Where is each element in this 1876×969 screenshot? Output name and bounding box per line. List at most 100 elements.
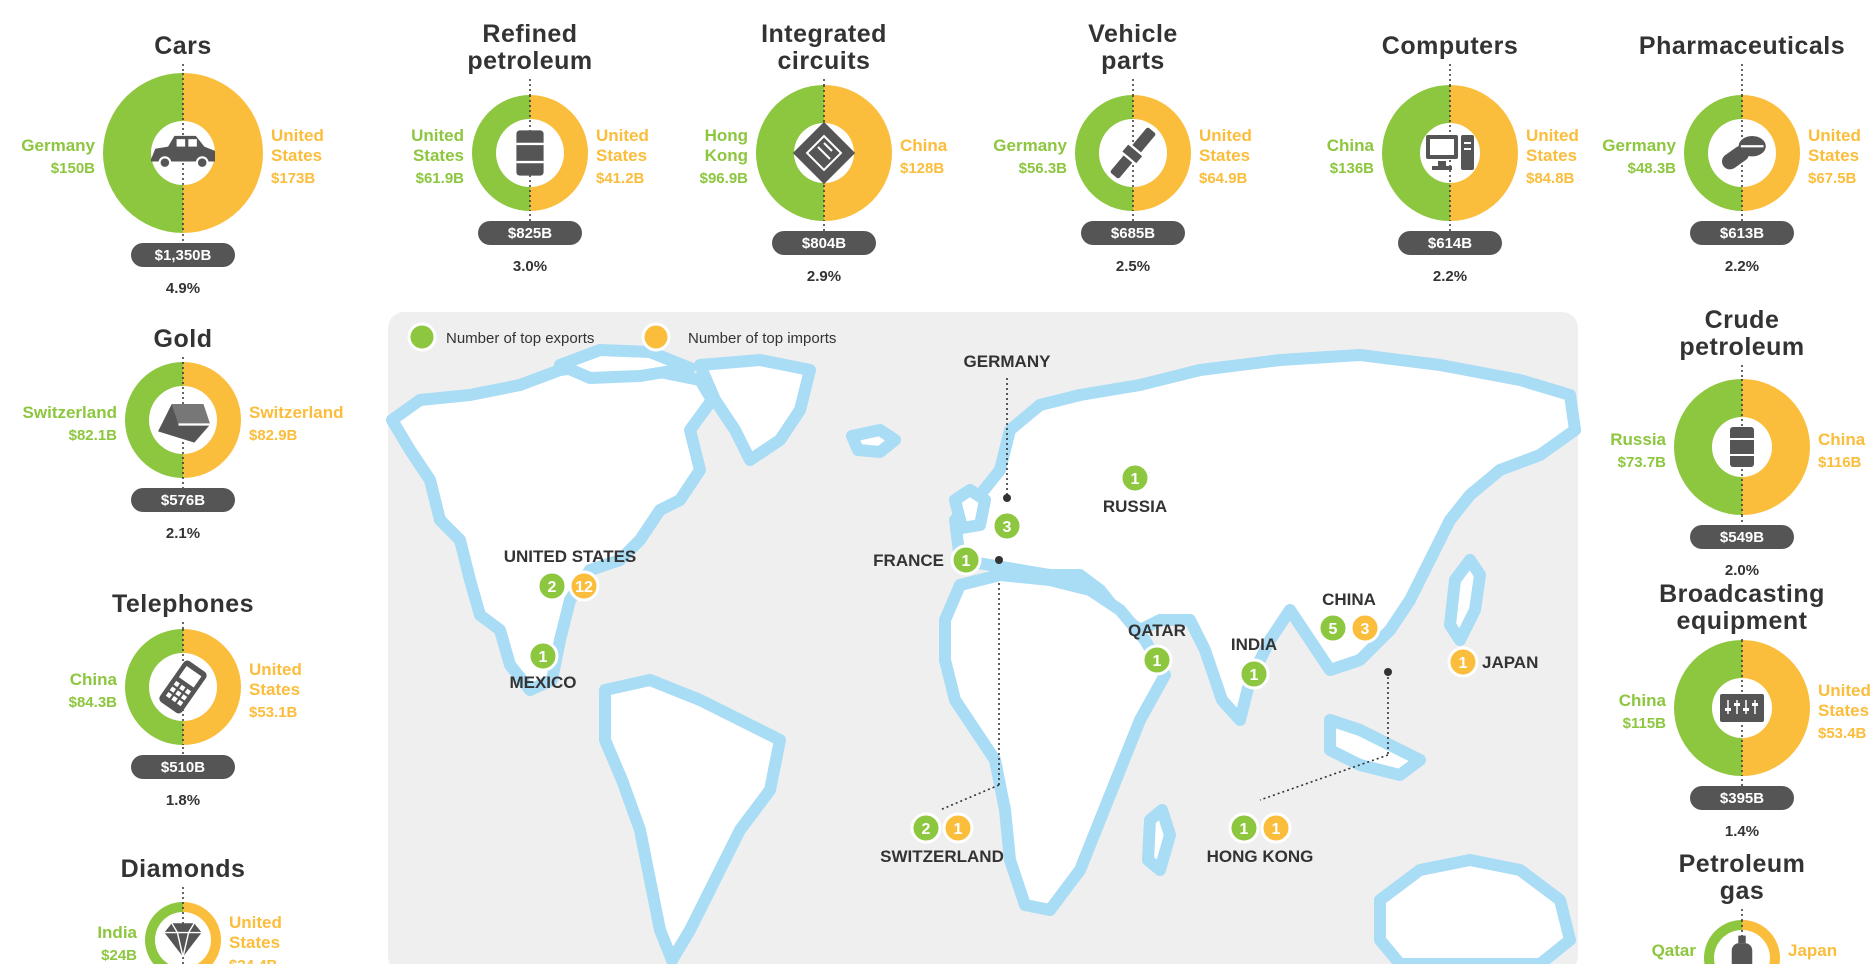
exporter-value: $56.3B bbox=[1019, 160, 1068, 177]
importer-name: States bbox=[249, 680, 300, 699]
importer-name: United bbox=[1818, 681, 1871, 700]
total-value: $395B bbox=[1720, 790, 1764, 807]
country-name: GERMANY bbox=[964, 352, 1052, 371]
total-pill bbox=[478, 221, 582, 245]
importer-name: States bbox=[1808, 146, 1859, 165]
phone-icon bbox=[159, 660, 207, 714]
importer-name: States bbox=[1526, 146, 1577, 165]
country-name: FRANCE bbox=[873, 551, 944, 570]
exporter-value: $73.7B bbox=[1618, 454, 1667, 471]
switzerland-marker bbox=[995, 556, 1003, 564]
export-count-badge bbox=[536, 570, 568, 602]
trade-share: 2.0% bbox=[1725, 562, 1759, 579]
exporter-value: $82.1B bbox=[69, 427, 118, 444]
broadcast-icon bbox=[1720, 694, 1764, 722]
country-name: HONG KONG bbox=[1207, 847, 1314, 866]
importer-name: United bbox=[1199, 126, 1252, 145]
exporter-value: $115B bbox=[1623, 715, 1667, 732]
importer-name: States bbox=[229, 933, 280, 952]
gas-cylinder-icon bbox=[1731, 935, 1753, 969]
importer-value: $84.8B bbox=[1526, 170, 1575, 187]
country-name: RUSSIA bbox=[1103, 497, 1167, 516]
export-half bbox=[1674, 640, 1742, 776]
exporter-value: $24B bbox=[101, 947, 137, 964]
export-half bbox=[1382, 85, 1450, 221]
product-title: Pharmaceuticals bbox=[1639, 32, 1845, 60]
total-pill bbox=[131, 488, 235, 512]
import-half bbox=[1742, 379, 1810, 515]
export-count-badge bbox=[1141, 644, 1173, 676]
product-title: Computers bbox=[1382, 32, 1518, 60]
import-count-badge bbox=[1447, 646, 1479, 678]
germany-marker bbox=[1003, 494, 1011, 502]
legend-imports-label: Number of top imports bbox=[688, 330, 836, 347]
exporter-name: Qatar bbox=[1652, 941, 1697, 960]
leader-lines bbox=[939, 378, 1389, 811]
export-count-badge bbox=[950, 544, 982, 576]
product-title: equipment bbox=[1677, 607, 1808, 635]
country-china: CHINA 5 3 bbox=[1317, 590, 1381, 644]
importer-name: States bbox=[1199, 146, 1250, 165]
importer-name: United bbox=[1526, 126, 1579, 145]
total-pill bbox=[1690, 525, 1794, 549]
importer-name: Switzerland bbox=[249, 403, 343, 422]
barrel-icon bbox=[1730, 427, 1754, 467]
exporter-value: $150B bbox=[51, 160, 95, 177]
continents bbox=[386, 344, 1581, 969]
importer-name: United bbox=[596, 126, 649, 145]
importer-value: $53.4B bbox=[1818, 725, 1867, 742]
country-russia: RUSSIA 1 bbox=[1103, 462, 1167, 516]
chip-icon bbox=[792, 121, 856, 185]
importer-value: $67.5B bbox=[1808, 170, 1857, 187]
export-count-badge-value: 1 bbox=[1153, 653, 1162, 670]
trade-share: 4.9% bbox=[166, 280, 200, 297]
iceland-shape bbox=[846, 424, 901, 458]
barrel-icon bbox=[516, 130, 544, 176]
trade-share: 2.2% bbox=[1725, 258, 1759, 275]
legend-exports-label: Number of top exports bbox=[446, 330, 594, 347]
total-pill bbox=[1690, 221, 1794, 245]
country-japan: JAPAN 1 bbox=[1447, 646, 1538, 678]
import-count-badge bbox=[1260, 812, 1292, 844]
country-qatar: QATAR 1 bbox=[1128, 621, 1186, 676]
country-france: FRANCE 1 bbox=[873, 544, 982, 576]
total-value: $1,350B bbox=[155, 247, 212, 264]
importer-value: $128B bbox=[900, 160, 944, 177]
import-count-badge bbox=[942, 812, 974, 844]
importer-name: China bbox=[1818, 430, 1866, 449]
product-title: Vehicle bbox=[1088, 20, 1178, 48]
legend-imports-swatch bbox=[641, 322, 671, 352]
total-pill bbox=[1081, 221, 1185, 245]
importer-name: States bbox=[1818, 701, 1869, 720]
export-count-badge bbox=[1228, 812, 1260, 844]
british-isles-shape bbox=[949, 484, 991, 534]
exporter-value: $96.9B bbox=[700, 170, 749, 187]
diamond-icon bbox=[164, 922, 202, 957]
total-pill bbox=[1690, 786, 1794, 810]
exporter-value: $136B bbox=[1330, 160, 1374, 177]
world-map-panel: Number of top exports Number of top impo… bbox=[386, 312, 1581, 969]
product-gold: Gold Switzerland $82.1B Switzerland $82.9B $5… bbox=[23, 325, 344, 542]
southeast-asia-islands-shape bbox=[1324, 714, 1426, 781]
import-count-badge bbox=[1349, 612, 1381, 644]
importer-value: $24.4B bbox=[229, 957, 278, 964]
country-name: MEXICO bbox=[509, 673, 576, 692]
export-count-badge bbox=[1317, 612, 1349, 644]
export-half bbox=[1674, 379, 1742, 515]
exporter-name: India bbox=[97, 923, 137, 942]
trade-share: 1.4% bbox=[1725, 823, 1759, 840]
exporter-name: Germany bbox=[21, 136, 95, 155]
total-value: $685B bbox=[1111, 225, 1155, 242]
importer-name: United bbox=[1808, 126, 1861, 145]
total-value: $825B bbox=[508, 225, 552, 242]
africa-shape bbox=[939, 569, 1171, 916]
export-count-badge bbox=[991, 510, 1023, 542]
madagascar-shape bbox=[1142, 804, 1176, 876]
export-count-badge-value: 1 bbox=[1250, 667, 1259, 684]
